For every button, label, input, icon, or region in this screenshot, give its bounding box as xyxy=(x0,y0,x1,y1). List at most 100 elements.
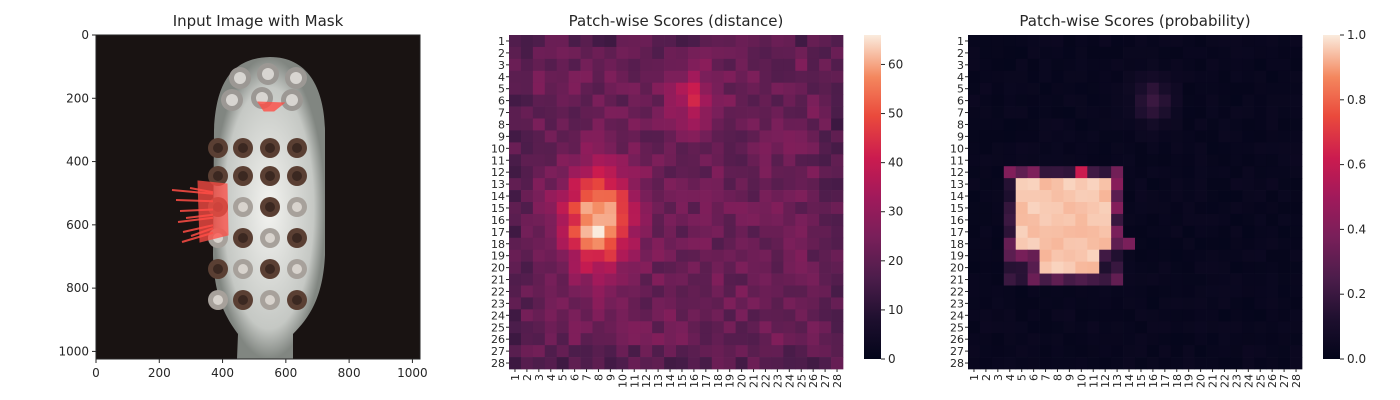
heatmap-probability-cell xyxy=(1135,130,1148,143)
heatmap-probability-cell xyxy=(1099,273,1112,286)
heatmap-probability-cell xyxy=(1135,237,1148,251)
colorbar-probability-ticks: 0.00.20.40.60.81.0 xyxy=(1340,28,1366,366)
heatmap-probability-cell xyxy=(1170,70,1184,84)
heatmap-distance-cell xyxy=(592,106,605,119)
bristle-tuft-core xyxy=(292,264,302,274)
heatmap-distance-cell xyxy=(735,273,748,286)
heatmap-distance-cell xyxy=(628,225,641,239)
heatmap-probability-cell xyxy=(1075,309,1088,322)
heatmap-distance-cell xyxy=(652,345,665,358)
heatmap-distance-cell xyxy=(592,82,605,95)
heatmap-probability-cell xyxy=(991,213,1005,227)
heatmap-distance-cell xyxy=(735,142,748,155)
heatmap-probability-cell xyxy=(1158,237,1172,251)
heatmap-probability-cell xyxy=(1075,273,1088,286)
heatmap-distance-cell xyxy=(604,213,617,227)
heatmap-probability-cell xyxy=(1087,237,1100,251)
heatmap-probability-cell xyxy=(1182,213,1195,227)
heatmap-distance-y-axis: 1234567891011121314151617181920212223242… xyxy=(491,35,509,370)
heatmap-distance-cell xyxy=(544,213,558,227)
heatmap-probability-cell xyxy=(1123,261,1136,274)
heatmap-probability-cell xyxy=(1218,285,1231,298)
heatmap-probability-cell xyxy=(1146,70,1160,84)
heatmap-probability-cell xyxy=(1230,261,1243,274)
colorbar-distance-tick-label: 60 xyxy=(888,57,903,71)
heatmap-probability-cell xyxy=(1015,285,1028,298)
heatmap-probability-cell xyxy=(1218,237,1231,251)
heatmap-probability-cell xyxy=(1039,46,1052,60)
heatmap-probability-cell xyxy=(1135,166,1148,179)
heatmap-distance-cell xyxy=(568,35,581,48)
heatmap-probability-cell xyxy=(1194,130,1207,143)
heatmap-probability-cell xyxy=(1242,94,1255,107)
heatmap-probability-cell xyxy=(991,142,1005,155)
heatmap-distance-cell xyxy=(652,70,665,84)
heatmap-probability-cell xyxy=(1158,297,1172,310)
heatmap-probability-cell xyxy=(1051,345,1064,358)
heatmap-probability-x-tick-label: 13 xyxy=(1111,374,1124,388)
heatmap-distance-cell xyxy=(604,321,617,334)
heatmap-distance-y-tick-label: 26 xyxy=(491,333,505,346)
heatmap-distance-cell xyxy=(807,35,820,48)
heatmap-distance-cell xyxy=(509,166,522,179)
heatmap-distance-cell xyxy=(652,154,665,167)
heatmap-distance-cell xyxy=(664,178,677,191)
heatmap-probability-cell xyxy=(1290,130,1303,143)
heatmap-distance-cell xyxy=(544,178,558,191)
heatmap-probability-cell xyxy=(1206,94,1219,107)
heatmap-distance-cell xyxy=(592,261,605,274)
heatmap-distance-cell xyxy=(687,273,701,286)
bristle-tuft-core xyxy=(265,233,275,243)
heatmap-probability-cell xyxy=(979,213,993,227)
heatmap-distance-x-tick-label: 28 xyxy=(831,374,844,388)
heatmap-probability-cell xyxy=(1254,118,1267,131)
heatmap-distance-cell xyxy=(544,190,558,203)
heatmap-distance-cell xyxy=(520,297,534,310)
heatmap-distance-y-tick-label: 6 xyxy=(498,95,505,108)
heatmap-distance-cell xyxy=(580,333,593,346)
heatmap-probability-cell xyxy=(1063,142,1076,155)
heatmap-distance-cell xyxy=(759,118,772,131)
heatmap-distance-cell xyxy=(771,35,784,48)
heatmap-distance-cell xyxy=(509,261,522,274)
heatmap-probability-cell xyxy=(1218,142,1231,155)
heatmap-distance-cell xyxy=(676,82,689,95)
heatmap-probability-cell xyxy=(1015,70,1028,84)
heatmap-distance-cell xyxy=(592,249,605,262)
heatmap-probability-cell xyxy=(1015,190,1028,203)
heatmap-distance-cell xyxy=(604,357,617,370)
heatmap-distance-cell xyxy=(616,333,629,346)
heatmap-probability-cell xyxy=(1039,142,1052,155)
heatmap-probability-cell xyxy=(1123,297,1136,310)
heatmap-probability-cell xyxy=(1182,178,1195,191)
heatmap-distance-cell xyxy=(735,46,748,60)
heatmap-distance-cell xyxy=(628,70,641,84)
heatmap-distance-x-tick-label: 17 xyxy=(700,374,713,388)
heatmap-distance-cell xyxy=(568,225,581,239)
heatmap-distance-cell xyxy=(759,297,772,310)
heatmap-distance-cell xyxy=(556,154,569,167)
heatmap-probability-cell xyxy=(1003,202,1017,215)
heatmap-distance-cell xyxy=(759,94,772,107)
heatmap-distance-cell xyxy=(604,345,617,358)
heatmap-probability-cell xyxy=(1230,58,1243,72)
heatmap-distance-cell xyxy=(544,46,558,60)
heatmap-probability-cell xyxy=(968,118,981,131)
heatmap-probability-x-tick-label: 6 xyxy=(1028,374,1041,381)
heatmap-probability-cell xyxy=(979,178,993,191)
heatmap-distance-cell xyxy=(520,202,534,215)
heatmap-probability-cell xyxy=(1146,357,1160,370)
heatmap-distance-cell xyxy=(783,166,796,179)
heatmap-probability-cell xyxy=(1290,261,1303,274)
heatmap-distance-cell xyxy=(807,202,820,215)
heatmap-probability-cell xyxy=(1278,94,1291,107)
heatmap-probability-cell xyxy=(1075,70,1088,84)
heatmap-distance-cell xyxy=(509,178,522,191)
heatmap-distance-cell xyxy=(628,261,641,274)
heatmap-probability-cell xyxy=(1254,309,1267,322)
heatmap-probability-cell xyxy=(1075,321,1088,334)
heatmap-probability-cell xyxy=(1063,118,1076,131)
heatmap-probability-cell xyxy=(1242,58,1255,72)
heatmap-probability-cell xyxy=(1290,142,1303,155)
